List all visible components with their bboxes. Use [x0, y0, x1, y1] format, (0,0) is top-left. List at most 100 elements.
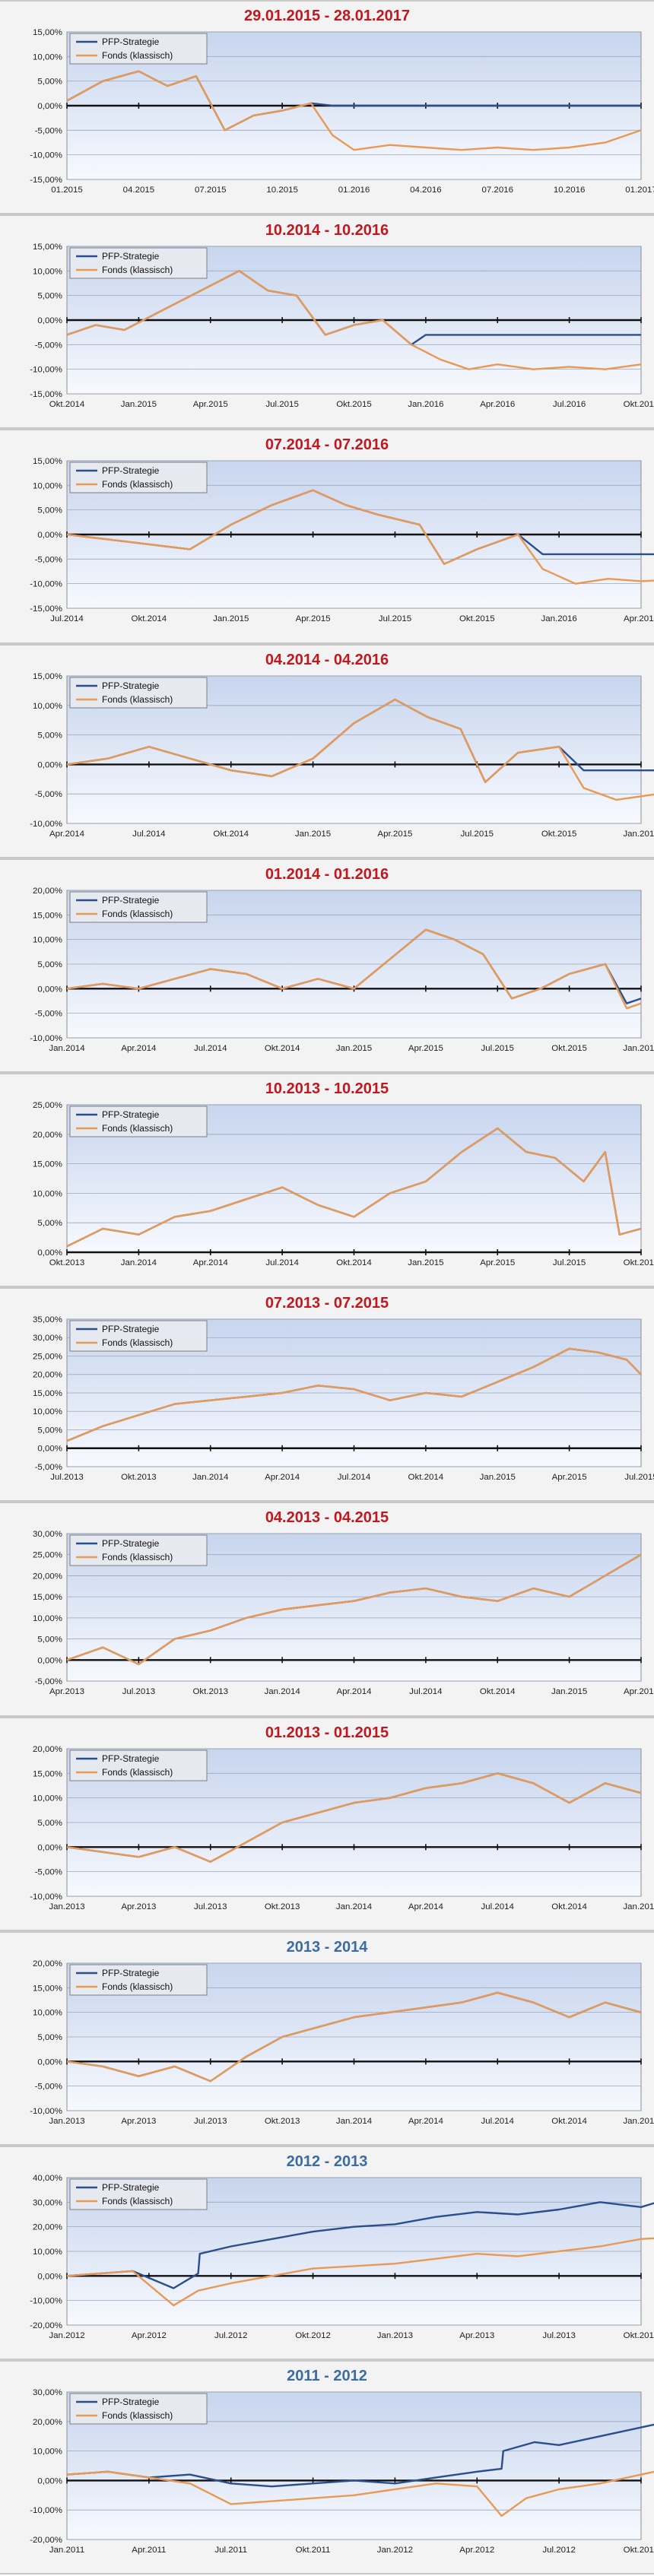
legend-label: Fonds (klassisch)	[102, 1552, 173, 1562]
y-tick-label: 5,00%	[37, 1426, 62, 1436]
x-tick-label: Jan.2012	[49, 2331, 84, 2340]
y-tick-label: 5,00%	[37, 1219, 62, 1228]
y-tick-label: 5,00%	[37, 1819, 62, 1828]
x-tick-label: Jul.2012	[542, 2546, 575, 2555]
legend-label: PFP-Strategie	[102, 680, 160, 691]
legend: PFP-Strategie Fonds (klassisch)	[69, 1534, 208, 1566]
legend-label: PFP-Strategie	[102, 1968, 160, 1978]
series-line	[66, 1554, 642, 1666]
legend: PFP-Strategie Fonds (klassisch)	[69, 677, 208, 709]
y-tick-label: -5,00%	[35, 1677, 62, 1686]
x-tick-label: Jan.2016	[541, 614, 576, 623]
legend-label: Fonds (klassisch)	[102, 1123, 173, 1134]
x-tick-label: Jul.2014	[194, 1044, 227, 1053]
y-tick-label: 20,00%	[33, 1745, 62, 1754]
x-tick-label: 01.2015	[51, 186, 83, 195]
series-line	[66, 1772, 642, 1863]
chart-title: 04.2013 - 04.2015	[265, 1509, 389, 1527]
y-tick-label: 15,00%	[33, 1594, 62, 1603]
y-tick-label: -10,00%	[30, 366, 62, 375]
y-tick-label: 15,00%	[33, 672, 62, 681]
y-tick-label: 40,00%	[33, 2174, 62, 2183]
series-line	[66, 1347, 642, 1442]
y-tick-label: -10,00%	[30, 151, 62, 160]
x-tick-label: Apr.2014	[265, 1473, 300, 1482]
x-tick-label: Okt.2015	[336, 400, 372, 409]
y-tick-label: 15,00%	[33, 28, 62, 37]
x-tick-label: Okt.2011	[296, 2546, 331, 2555]
x-tick-label: Apr.2012	[132, 2331, 167, 2340]
x-tick-label: Okt.2012	[295, 2331, 331, 2340]
y-tick-label: 0,00%	[37, 1843, 62, 1852]
x-tick-label: Apr.2015	[480, 1258, 515, 1267]
chart-title: 07.2013 - 07.2015	[265, 1295, 389, 1312]
y-tick-label: -5,00%	[35, 1867, 62, 1876]
legend-label: Fonds (klassisch)	[102, 694, 173, 705]
x-tick-label: Apr.2013	[459, 2331, 494, 2340]
chart-panel: 04.2014 - 04.2016 15,00% 10,00% 5,00% 0,00% -…	[0, 643, 654, 858]
x-tick-label: Apr.2015	[193, 400, 228, 409]
legend-box	[69, 33, 208, 65]
x-tick-label: Okt.2015	[459, 614, 495, 623]
y-tick-label: 30,00%	[33, 2388, 62, 2397]
x-tick-label: 07.2016	[481, 186, 513, 195]
chart-svg: 40,00% 30,00% 20,00% 10,00% 0,00% -10,00% -20,…	[30, 2174, 654, 2340]
legend-label: Fonds (klassisch)	[102, 50, 173, 61]
y-tick-label: 15,00%	[33, 911, 62, 920]
x-tick-label: Jan.2015	[551, 1687, 587, 1696]
legend-label: Fonds (klassisch)	[102, 479, 173, 490]
y-tick-label: -5,00%	[35, 556, 62, 565]
x-tick-label: Jul.2013	[194, 1902, 227, 1911]
x-tick-label: Jan.2014	[121, 1258, 157, 1267]
x-tick-label: Apr.2015	[296, 614, 331, 623]
x-tick-label: Apr.2014	[408, 1902, 444, 1911]
x-tick-label: Jul.2014	[265, 1258, 299, 1267]
x-tick-label: Jan.2015	[623, 2117, 654, 2126]
y-tick-label: 20,00%	[33, 1959, 62, 1968]
y-tick-label: -15,00%	[30, 604, 62, 614]
chart-title: 01.2014 - 01.2016	[265, 865, 389, 883]
legend-box	[69, 2178, 208, 2210]
y-tick-label: 5,00%	[37, 2033, 62, 2042]
y-tick-label: 0,00%	[37, 102, 62, 111]
x-tick-label: Jan.2015	[121, 400, 157, 409]
chart-svg: 20,00% 15,00% 10,00% 5,00% 0,00% -5,00% -10,00…	[30, 1745, 654, 1911]
chart-svg: 15,00% 10,00% 5,00% 0,00% -5,00% -10,00% -15,0…	[30, 457, 654, 623]
chart-title: 10.2013 - 10.2015	[265, 1080, 389, 1097]
chart-title: 2013 - 2014	[286, 1938, 368, 1956]
x-tick-label: Okt.2014	[213, 830, 249, 839]
chart-title: 10.2014 - 10.2016	[265, 222, 389, 240]
chart-svg: 30,00% 25,00% 20,00% 15,00% 10,00% 5,00% 0,00%…	[33, 1530, 654, 1696]
x-tick-label: Okt.2012	[624, 2546, 654, 2555]
legend-box	[69, 1750, 208, 1781]
legend: PFP-Strategie Fonds (klassisch)	[69, 247, 208, 279]
x-tick-label: Apr.2013	[121, 1902, 156, 1911]
legend-box	[69, 891, 208, 923]
legend-label: PFP-Strategie	[102, 251, 160, 262]
y-tick-label: 5,00%	[37, 506, 62, 516]
x-tick-label: Jan.2016	[623, 830, 654, 839]
chart-title: 01.2013 - 01.2015	[265, 1724, 389, 1741]
x-tick-label: Jul.2013	[542, 2331, 575, 2340]
x-tick-label: Apr.2012	[459, 2546, 494, 2555]
x-tick-label: Okt.2013	[49, 1258, 85, 1267]
x-tick-label: Jan.2014	[336, 2117, 373, 2126]
x-tick-label: Jul.2015	[461, 830, 494, 839]
y-tick-label: 5,00%	[37, 292, 62, 301]
y-tick-label: 30,00%	[33, 1530, 62, 1539]
legend: PFP-Strategie Fonds (klassisch)	[69, 1750, 208, 1781]
y-tick-label: 10,00%	[33, 482, 62, 491]
y-tick-label: 35,00%	[33, 1315, 62, 1324]
chart-title: 2012 - 2013	[286, 2153, 368, 2170]
chart-panel: 2012 - 2013 40,00% 30,00% 20,00% 10,00% 0,00%…	[0, 2146, 654, 2361]
x-tick-label: Jan.2015	[480, 1473, 516, 1482]
y-tick-label: 10,00%	[33, 268, 62, 277]
x-tick-label: 04.2016	[410, 186, 442, 195]
legend: PFP-Strategie Fonds (klassisch)	[69, 891, 208, 923]
y-tick-label: 25,00%	[33, 1101, 62, 1110]
y-tick-label: 0,00%	[37, 2477, 62, 2486]
y-tick-label: 20,00%	[33, 2223, 62, 2232]
y-tick-label: -5,00%	[35, 126, 62, 135]
x-tick-label: Jul.2011	[214, 2546, 247, 2555]
legend-label: Fonds (klassisch)	[102, 265, 173, 275]
